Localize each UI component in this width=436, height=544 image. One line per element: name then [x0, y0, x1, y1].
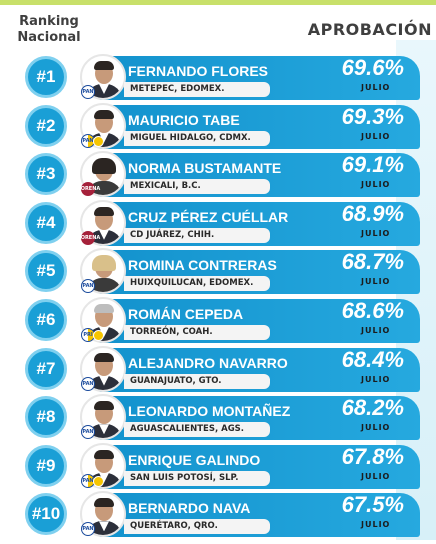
ranking-header: Ranking Nacional	[14, 14, 84, 46]
rank-badge: #3	[25, 153, 67, 196]
ranking-row: #1 PAN FERNANDO FLORES METEPEC, EDOMEX. 69.6…	[0, 51, 436, 100]
ranking-row: #6 PRI ROMÁN CEPEDA TORREÓN, COAH. 68.6% JULI…	[0, 294, 436, 343]
rank-badge: #6	[25, 299, 67, 341]
location-label: QUERÉTARO, QRO.	[124, 519, 270, 535]
ranking-row: #4 MORENA CRUZ PÉREZ CUÉLLAR CD JUÁREZ, CHI…	[0, 197, 436, 246]
rank-badge: #2	[25, 104, 67, 147]
politician-name: ENRIQUE GALINDO	[128, 451, 261, 468]
month-label: JULIO	[361, 423, 391, 433]
approval-percent: 69.6%	[341, 55, 404, 80]
rank-badge: #1	[25, 56, 67, 98]
rank-badge: #4	[25, 201, 67, 244]
month-label: JULIO	[361, 83, 391, 92]
ranking-row: #10 PAN BERNARDO NAVA QUERÉTARO, QRO. 67.5% J…	[0, 488, 436, 538]
month-label: JULIO	[361, 326, 391, 335]
approval-percent: 67.5%	[341, 492, 404, 518]
politician-name: BERNARDO NAVA	[128, 500, 251, 517]
location-label: MIGUEL HIDALGO, CDMX.	[124, 130, 270, 146]
morena-logo-icon: MORENA	[76, 182, 100, 197]
ranking-row: #3 MORENA NORMA BUSTAMANTE MEXICALI, B.C. 69…	[0, 148, 436, 198]
month-label: JULIO	[361, 374, 391, 384]
approval-percent: 68.4%	[341, 346, 404, 372]
politician-name: ALEJANDRO NAVARRO	[128, 354, 288, 371]
ranking-row: #7 PAN ALEJANDRO NAVARRO GUANAJUATO, GTO. 68…	[0, 343, 436, 392]
portrait-avatar	[80, 394, 126, 441]
rank-badge: #5	[25, 250, 67, 293]
coalition-logo-icon: PAN	[81, 133, 95, 148]
location-label: METEPEC, EDOMEX.	[124, 82, 270, 97]
approval-percent: 68.6%	[341, 298, 404, 323]
ranking-row: #5 PAN ROMINA CONTRERAS HUIXQUILUCAN, EDOME…	[0, 245, 436, 295]
politician-name: LEONARDO MONTAÑEZ	[128, 403, 291, 420]
politician-name: NORMA BUSTAMANTE	[128, 160, 282, 177]
ranking-header-line-1: Ranking	[19, 14, 79, 29]
pan-logo-icon: PAN	[81, 279, 95, 294]
location-label: TORREÓN, COAH.	[124, 325, 270, 340]
pan-logo-icon: PAN	[81, 376, 95, 391]
politician-name: MAURICIO TABE	[128, 111, 240, 128]
month-label: JULIO	[361, 131, 391, 141]
coalition-secondary-icon	[93, 330, 104, 341]
politician-name: ROMINA CONTRERAS	[128, 257, 277, 274]
coalition-secondary-icon	[93, 135, 104, 147]
rank-badge: #9	[25, 444, 67, 487]
pan-logo-icon: PAN	[81, 85, 95, 99]
politician-name: CRUZ PÉREZ CUÉLLAR	[128, 208, 289, 225]
month-label: JULIO	[361, 520, 391, 530]
approval-percent: 69.3%	[341, 103, 404, 129]
location-label: GUANAJUATO, GTO.	[124, 373, 270, 389]
month-label: JULIO	[361, 277, 391, 287]
approval-percent: 67.8%	[341, 443, 404, 469]
morena-logo-icon: MORENA	[76, 230, 100, 245]
ranking-row: #2 PAN MAURICIO TABE MIGUEL HIDALGO, CDMX. 6…	[0, 100, 436, 149]
rank-badge: #8	[25, 396, 67, 439]
pan-logo-icon: PAN	[81, 425, 95, 440]
rank-badge: #10	[25, 493, 67, 536]
approval-percent: 68.7%	[341, 249, 404, 275]
month-label: JULIO	[361, 228, 391, 238]
approval-percent: 68.9%	[341, 200, 404, 226]
ranking-row: #8 PAN LEONARDO MONTAÑEZ AGUASCALIENTES, AG…	[0, 391, 436, 441]
location-label: MEXICALI, B.C.	[124, 179, 270, 195]
pan-logo-icon: PAN	[81, 522, 95, 537]
rank-badge: #7	[25, 347, 67, 390]
ranking-header-line-2: Nacional	[17, 30, 81, 45]
politician-name: ROMÁN CEPEDA	[128, 306, 244, 322]
approval-header: APROBACIÓN	[307, 20, 432, 39]
approval-percent: 69.1%	[341, 152, 404, 178]
location-label: AGUASCALIENTES, AGS.	[124, 422, 270, 438]
portrait-avatar	[80, 248, 126, 295]
politician-name: FERNANDO FLORES	[128, 63, 268, 79]
location-label: HUIXQUILUCAN, EDOMEX.	[124, 276, 270, 292]
location-label: CD JUÁREZ, CHIH.	[124, 227, 270, 243]
top-accent-bar	[0, 0, 436, 5]
approval-percent: 68.2%	[341, 395, 404, 421]
location-label: SAN LUIS POTOSÍ, SLP.	[124, 470, 270, 486]
coalition-secondary-icon	[93, 475, 104, 487]
ranking-row: #9 PAN ENRIQUE GALINDO SAN LUIS POTOSÍ, SLP…	[0, 440, 436, 489]
portrait-avatar	[80, 491, 126, 538]
portrait-avatar	[80, 297, 126, 343]
month-label: JULIO	[361, 180, 391, 190]
month-label: JULIO	[361, 471, 391, 481]
